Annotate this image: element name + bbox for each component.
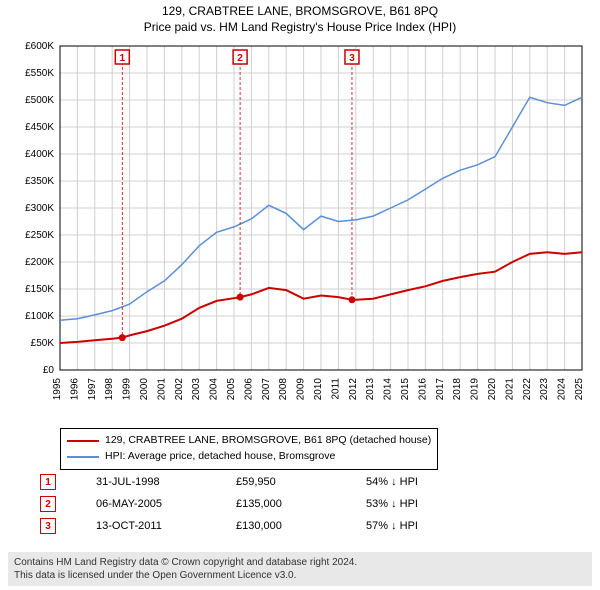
titles: 129, CRABTREE LANE, BROMSGROVE, B61 8PQ … xyxy=(0,0,600,35)
svg-text:£500K: £500K xyxy=(25,95,54,106)
svg-text:£300K: £300K xyxy=(25,203,54,214)
footer-line2: This data is licensed under the Open Gov… xyxy=(14,569,586,582)
svg-text:1996: 1996 xyxy=(69,378,80,401)
svg-text:£150K: £150K xyxy=(25,284,54,295)
sale-row: 2 06-MAY-2005 £135,000 53% ↓ HPI xyxy=(40,496,476,512)
svg-text:2002: 2002 xyxy=(174,378,185,401)
svg-text:2025: 2025 xyxy=(574,378,585,401)
title-address: 129, CRABTREE LANE, BROMSGROVE, B61 8PQ xyxy=(0,4,600,20)
legend: 129, CRABTREE LANE, BROMSGROVE, B61 8PQ … xyxy=(60,428,438,470)
title-subtitle: Price paid vs. HM Land Registry's House … xyxy=(0,20,600,36)
svg-text:2012: 2012 xyxy=(348,378,359,401)
svg-text:£0: £0 xyxy=(43,365,55,376)
svg-text:£550K: £550K xyxy=(25,68,54,79)
svg-text:1: 1 xyxy=(120,53,126,64)
svg-text:£100K: £100K xyxy=(25,311,54,322)
svg-text:2013: 2013 xyxy=(365,378,376,401)
sale-hpi: 53% ↓ HPI xyxy=(366,498,476,510)
svg-text:2023: 2023 xyxy=(539,378,550,401)
svg-text:2009: 2009 xyxy=(296,378,307,401)
svg-text:2022: 2022 xyxy=(522,378,533,401)
svg-text:2016: 2016 xyxy=(417,378,428,401)
sale-badge: 3 xyxy=(40,518,56,534)
legend-label: HPI: Average price, detached house, Brom… xyxy=(105,449,335,465)
sale-price: £135,000 xyxy=(236,498,326,510)
sale-hpi: 57% ↓ HPI xyxy=(366,520,476,532)
chart-container: 129, CRABTREE LANE, BROMSGROVE, B61 8PQ … xyxy=(0,0,600,590)
legend-row: HPI: Average price, detached house, Brom… xyxy=(67,449,431,465)
sale-date: 13-OCT-2011 xyxy=(96,520,196,532)
svg-text:£600K: £600K xyxy=(25,41,54,52)
svg-text:2005: 2005 xyxy=(226,378,237,401)
svg-text:2: 2 xyxy=(237,53,243,64)
sale-badge: 1 xyxy=(40,474,56,490)
svg-text:£400K: £400K xyxy=(25,149,54,160)
svg-text:2021: 2021 xyxy=(504,378,515,401)
svg-text:1997: 1997 xyxy=(87,378,98,401)
svg-text:1999: 1999 xyxy=(122,378,133,401)
svg-text:2024: 2024 xyxy=(557,378,568,401)
footer-attribution: Contains HM Land Registry data © Crown c… xyxy=(8,552,592,586)
svg-text:2007: 2007 xyxy=(261,378,272,401)
chart-area: £0 £50K £100K £150K £200K £250K £300K £350K £400… xyxy=(8,40,592,420)
svg-text:£350K: £350K xyxy=(25,176,54,187)
svg-text:2018: 2018 xyxy=(452,378,463,401)
svg-text:2020: 2020 xyxy=(487,378,498,401)
legend-swatch xyxy=(67,456,99,458)
sale-row: 1 31-JUL-1998 £59,950 54% ↓ HPI xyxy=(40,474,476,490)
svg-text:£200K: £200K xyxy=(25,257,54,268)
sale-hpi: 54% ↓ HPI xyxy=(366,476,476,488)
legend-row: 129, CRABTREE LANE, BROMSGROVE, B61 8PQ … xyxy=(67,433,431,449)
svg-text:2008: 2008 xyxy=(278,378,289,401)
svg-text:3: 3 xyxy=(349,53,355,64)
footer-line1: Contains HM Land Registry data © Crown c… xyxy=(14,556,586,569)
svg-text:1995: 1995 xyxy=(52,378,63,401)
svg-text:2000: 2000 xyxy=(139,378,150,401)
svg-text:2011: 2011 xyxy=(330,378,341,400)
sale-price: £59,950 xyxy=(236,476,326,488)
sale-date: 31-JUL-1998 xyxy=(96,476,196,488)
sales-table: 1 31-JUL-1998 £59,950 54% ↓ HPI 2 06-MAY-2005… xyxy=(40,474,476,540)
svg-text:2010: 2010 xyxy=(313,378,324,401)
svg-text:2015: 2015 xyxy=(400,378,411,401)
svg-text:2004: 2004 xyxy=(209,378,220,401)
sale-row: 3 13-OCT-2011 £130,000 57% ↓ HPI xyxy=(40,518,476,534)
svg-text:2001: 2001 xyxy=(156,378,167,401)
svg-text:£450K: £450K xyxy=(25,122,54,133)
svg-text:2017: 2017 xyxy=(435,378,446,401)
sale-date: 06-MAY-2005 xyxy=(96,498,196,510)
svg-text:2003: 2003 xyxy=(191,378,202,401)
svg-text:2019: 2019 xyxy=(470,378,481,401)
svg-text:2014: 2014 xyxy=(383,378,394,401)
sale-price: £130,000 xyxy=(236,520,326,532)
svg-text:£50K: £50K xyxy=(31,338,55,349)
line-chart-svg: £0 £50K £100K £150K £200K £250K £300K £350K £400… xyxy=(8,40,592,420)
legend-swatch xyxy=(67,440,99,442)
svg-text:2006: 2006 xyxy=(243,378,254,401)
svg-text:1998: 1998 xyxy=(104,378,115,401)
sale-badge: 2 xyxy=(40,496,56,512)
svg-text:£250K: £250K xyxy=(25,230,54,241)
legend-label: 129, CRABTREE LANE, BROMSGROVE, B61 8PQ … xyxy=(105,433,431,449)
